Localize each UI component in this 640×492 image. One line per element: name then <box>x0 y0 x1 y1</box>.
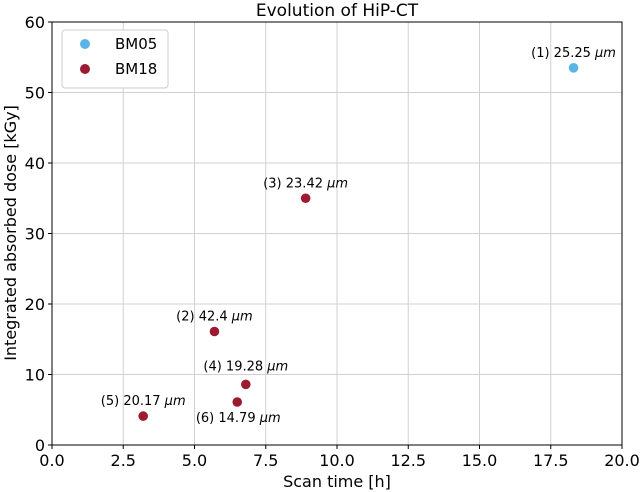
data-point-bm18 <box>232 397 243 407</box>
point-label-unit: μm <box>326 176 348 191</box>
point-label-unit: μm <box>266 359 288 374</box>
x-axis-label: Scan time [h] <box>283 472 391 491</box>
data-points <box>138 63 579 421</box>
point-label-value: (4) 19.28 <box>203 359 267 374</box>
point-label-unit: μm <box>164 394 186 409</box>
y-tick-label: 30 <box>25 225 45 244</box>
point-label-unit: μm <box>259 411 281 426</box>
x-tick-label: 10.0 <box>319 451 355 470</box>
point-label: (2) 42.4 μm <box>176 309 253 324</box>
plot-frame <box>51 21 623 446</box>
x-tick-label: 2.5 <box>111 451 136 470</box>
y-tick-label: 50 <box>25 84 45 103</box>
point-label: (3) 23.42 μm <box>263 176 348 191</box>
x-tick-label: 5.0 <box>182 451 207 470</box>
legend: BM05 BM18 <box>61 29 169 89</box>
point-label-value: (5) 20.17 <box>101 394 165 409</box>
data-point-bm18 <box>241 379 251 390</box>
chart-title: Evolution of HiP-CT <box>256 1 419 21</box>
point-label-value: (6) 14.79 <box>196 411 260 426</box>
y-tick-label: 40 <box>25 154 45 173</box>
y-tick-label: 60 <box>25 13 45 32</box>
point-label-value: (2) 42.4 <box>176 309 232 324</box>
x-tick-label: 20.0 <box>604 451 640 470</box>
y-tick-label: 0 <box>35 436 45 455</box>
point-label-unit: μm <box>594 46 616 61</box>
point-label: (5) 20.17 μm <box>101 394 186 409</box>
legend-label-bm05: BM05 <box>115 35 157 53</box>
data-point-bm18 <box>300 193 311 204</box>
x-tick-label: 15.0 <box>462 451 498 470</box>
x-tick-label: 12.5 <box>390 451 426 470</box>
point-label-unit: μm <box>231 309 253 324</box>
x-tick-label: 7.5 <box>253 451 278 470</box>
legend-marker-bm18 <box>80 64 90 74</box>
point-label: (1) 25.25 μm <box>531 46 616 61</box>
x-tick-label: 17.5 <box>533 451 569 470</box>
y-tick-label: 20 <box>25 295 45 314</box>
point-label-value: (3) 23.42 <box>263 176 327 191</box>
point-label: (4) 19.28 μm <box>203 359 288 374</box>
y-tick-label: 10 <box>25 366 45 385</box>
x-tick-label: 0.0 <box>39 451 64 470</box>
point-label: (6) 14.79 μm <box>196 411 281 426</box>
point-label-value: (1) 25.25 <box>531 46 595 61</box>
point-labels: (1) 25.25 μm(2) 42.4 μm(3) 23.42 μm(4) 1… <box>101 46 616 426</box>
legend-label-bm18: BM18 <box>115 60 157 78</box>
legend-marker-bm05 <box>80 39 90 49</box>
axis-ticks: 0.0 2.5 5.0 7.5 10.0 12.5 15.0 17.5 20.0 0 10 20 30 4… <box>25 13 640 470</box>
grid <box>51 21 623 446</box>
y-axis-label: Integrated absorbed dose [kGy] <box>1 105 20 361</box>
data-point-bm18 <box>209 326 220 337</box>
data-point-bm05 <box>568 63 579 73</box>
data-point-bm18 <box>138 411 148 421</box>
